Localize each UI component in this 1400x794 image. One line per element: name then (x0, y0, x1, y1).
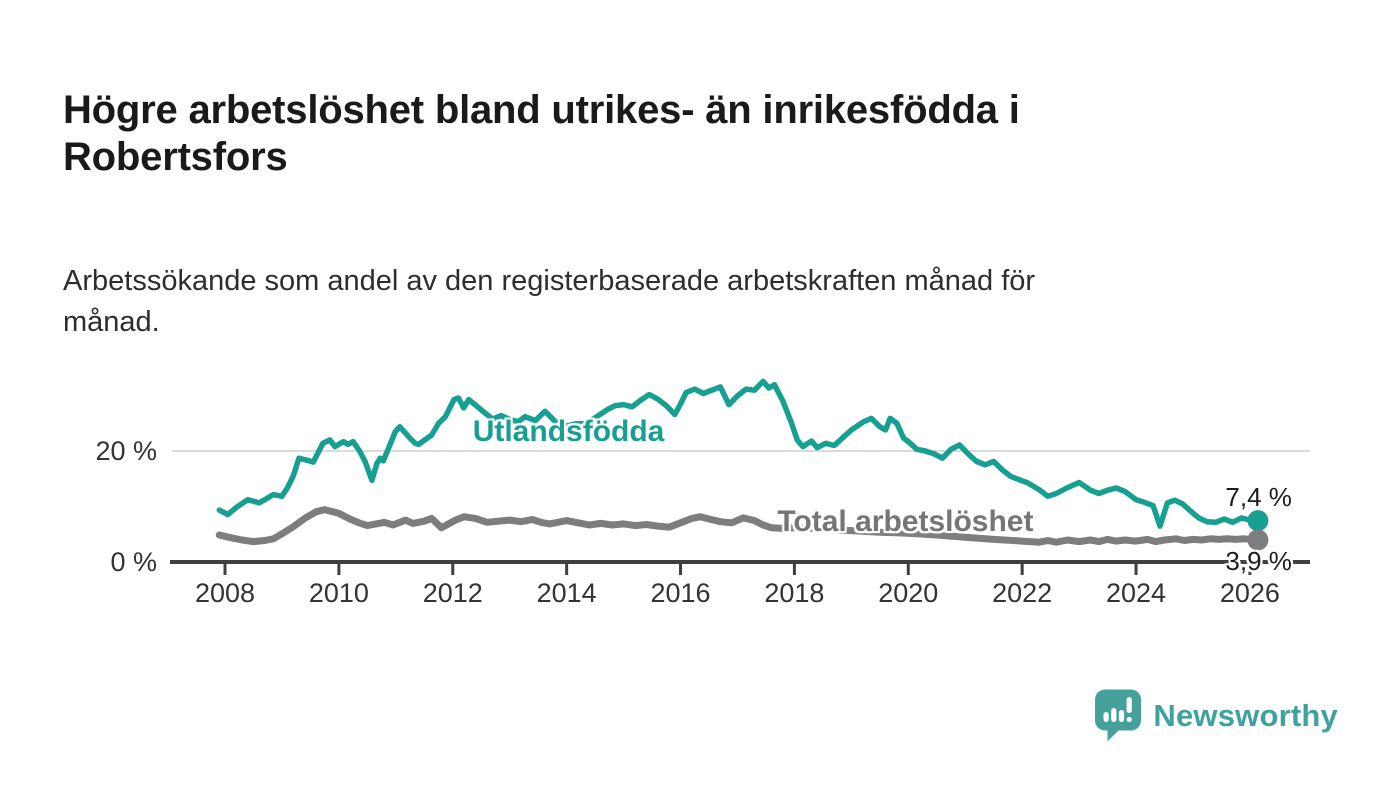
bar-chart-glyph (1103, 697, 1133, 722)
series-line-utlandsf-dda (216, 378, 1261, 529)
y-axis-label-0: 0 % (110, 546, 157, 577)
x-axis-label-2026: 2026 (1219, 578, 1280, 608)
series-end-dot-total-arbetsl-shet (1247, 529, 1269, 551)
subtitle: Arbetssökande som andel av den registerb… (63, 261, 1263, 343)
page-title: Högre arbetslöshet bland utrikes- än inr… (63, 87, 1253, 181)
newsworthy-bubble-icon (1095, 689, 1142, 742)
end-value-label-utlandsf-dda: 7,4 % (1225, 481, 1292, 512)
newsworthy-logo: Newsworthy (1094, 689, 1338, 742)
x-axis-label-2010: 2010 (308, 578, 369, 608)
x-axis-label-2022: 2022 (992, 578, 1053, 608)
x-axis-label-2012: 2012 (422, 578, 483, 608)
end-value-label-total-arbetsl-shet: 3,9 % (1225, 545, 1292, 576)
series-label-total-arbetsl-shet: Total arbetslöshet (777, 505, 1034, 539)
page-title-line2: Robertsfors (63, 134, 288, 179)
x-axis-label-2018: 2018 (764, 578, 825, 608)
y-axis-label-20: 20 % (95, 436, 157, 466)
x-axis-label-2020: 2020 (878, 578, 939, 608)
series-label-utlandsf-dda: Utlandsfödda (472, 415, 665, 449)
series-line-total-arbetsl-shet (215, 506, 1262, 546)
subtitle-line1: Arbetssökande som andel av den registerb… (63, 265, 1036, 297)
x-axis-label-2024: 2024 (1105, 578, 1167, 608)
x-axis-label-2016: 2016 (650, 578, 711, 608)
newsworthy-wordmark: Newsworthy (1153, 697, 1338, 733)
series-end-dot-utlandsf-dda (1247, 510, 1269, 532)
subtitle-line2: månad. (63, 306, 160, 339)
x-axis-label-2008: 2008 (194, 578, 256, 608)
x-axis-label-2014: 2014 (536, 578, 597, 608)
page-title-line1: Högre arbetslöshet bland utrikes- än inr… (63, 87, 1020, 132)
